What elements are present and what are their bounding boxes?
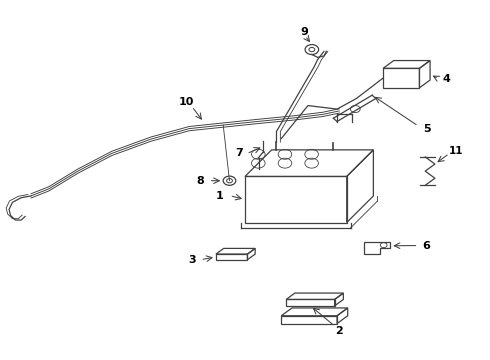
- Text: 5: 5: [423, 123, 431, 134]
- Text: 10: 10: [178, 97, 194, 107]
- Text: 8: 8: [196, 176, 204, 186]
- Text: 3: 3: [188, 255, 196, 265]
- Text: 7: 7: [235, 148, 243, 158]
- Text: 2: 2: [336, 326, 343, 336]
- Text: 4: 4: [442, 74, 450, 84]
- Text: 6: 6: [423, 240, 431, 251]
- Text: 1: 1: [216, 190, 223, 201]
- Text: 9: 9: [301, 27, 309, 37]
- Text: 11: 11: [448, 145, 463, 156]
